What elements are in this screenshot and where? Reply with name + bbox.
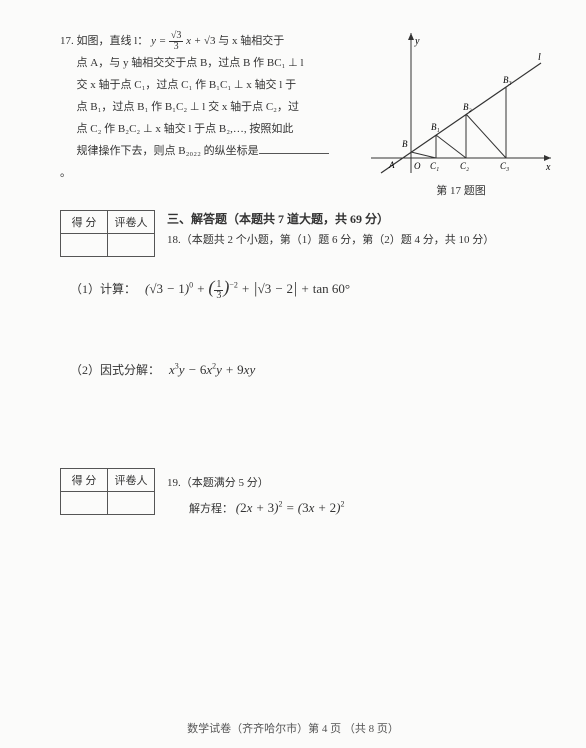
q17-equation: y = √33 x + √3 [151, 35, 215, 47]
q18-2: （2）因式分解： x3y − 6x2y + 9xy [70, 361, 536, 378]
q17-l6b: 。 [60, 167, 71, 179]
q17-l1a: 如图，直线 l： [77, 35, 149, 47]
svg-text:C₂: C₂ [460, 161, 469, 171]
grader-cell [108, 234, 155, 257]
svg-text:B₂: B₂ [463, 102, 472, 112]
grader-cell-2 [108, 491, 155, 514]
svg-text:l: l [538, 52, 541, 63]
q17-l3: 交 x 轴于点 C₁，过点 C₁ 作 B₁C₁ ⊥ x 轴交 l 于 [60, 74, 330, 96]
svg-text:C₃: C₃ [500, 161, 509, 171]
q17-l1b: 与 x 轴相交于 [218, 35, 284, 47]
q18-2-expr: x3y − 6x2y + 9xy [169, 362, 255, 377]
svg-text:C₁: C₁ [430, 161, 439, 171]
q17-number: 17. [60, 35, 74, 47]
svg-text:O: O [414, 161, 421, 171]
q17-text: 17. 如图，直线 l： y = √33 x + √3 与 x 轴相交于 点 A… [60, 30, 330, 184]
section3-row: 得 分评卷人 三、解答题（本题共 7 道大题，共 69 分） 18.（本题共 2… [60, 210, 536, 257]
q17-l2: 点 A，与 y 轴相交交于点 B，过点 B 作 BC₁ ⊥ l [60, 52, 330, 74]
score-cell-2 [61, 491, 108, 514]
svg-text:B: B [402, 139, 408, 149]
score-cell [61, 234, 108, 257]
answer-blank [259, 141, 329, 154]
score-table-2: 得 分评卷人 [60, 468, 155, 515]
q18-1-expr: (√3 − 1)0 + (13)−2 + |√3 − 2| + tan 60° [145, 281, 350, 296]
q17-figure: y x l A O B B₁ B₂ B₃ C₁ C₂ C₃ 第 17 题图 [366, 28, 556, 198]
q18-1-label: （1）计算： [70, 282, 136, 296]
svg-text:B₁: B₁ [431, 122, 440, 132]
q17-graph-svg: y x l A O B B₁ B₂ B₃ C₁ C₂ C₃ [366, 28, 556, 178]
q17-l4: 点 B₁，过点 B₁ 作 B₁C₂ ⊥ l 交 x 轴于点 C₂，过 [60, 96, 330, 118]
exam-page: y x l A O B B₁ B₂ B₃ C₁ C₂ C₃ 第 17 题图 17… [0, 0, 586, 748]
q18-2-label: （2）因式分解： [70, 363, 160, 377]
figure-caption: 第 17 题图 [366, 182, 556, 198]
q17-l5: 点 C₂ 作 B₂C₂ ⊥ x 轴交 l 于点 B₂,…, 按照如此 [60, 118, 330, 140]
svg-text:y: y [414, 36, 420, 47]
score-h1: 得 分 [61, 211, 108, 234]
q17-l6: 规律操作下去，则点 B₂₀₂₂ 的纵坐标是。 [60, 140, 330, 184]
score-table-1: 得 分评卷人 [60, 210, 155, 257]
svg-text:x: x [545, 162, 551, 173]
score-h2b: 评卷人 [108, 468, 155, 491]
svg-text:B₃: B₃ [503, 75, 512, 85]
q18-1: （1）计算： (√3 − 1)0 + (13)−2 + |√3 − 2| + t… [70, 277, 536, 301]
page-footer: 数学试卷（齐齐哈尔市）第 4 页 （共 8 页） [0, 720, 586, 736]
q17-l6a: 规律操作下去，则点 B₂₀₂₂ 的纵坐标是 [77, 145, 259, 157]
q19-expr: (2x + 3)2 = (3x + 2)2 [236, 500, 345, 515]
svg-text:A: A [388, 160, 395, 170]
q19-label: 解方程： [189, 503, 233, 515]
score-h1b: 得 分 [61, 468, 108, 491]
q19-row: 得 分评卷人 19.（本题满分 5 分） 解方程： (2x + 3)2 = (3… [60, 468, 536, 516]
score-h2: 评卷人 [108, 211, 155, 234]
